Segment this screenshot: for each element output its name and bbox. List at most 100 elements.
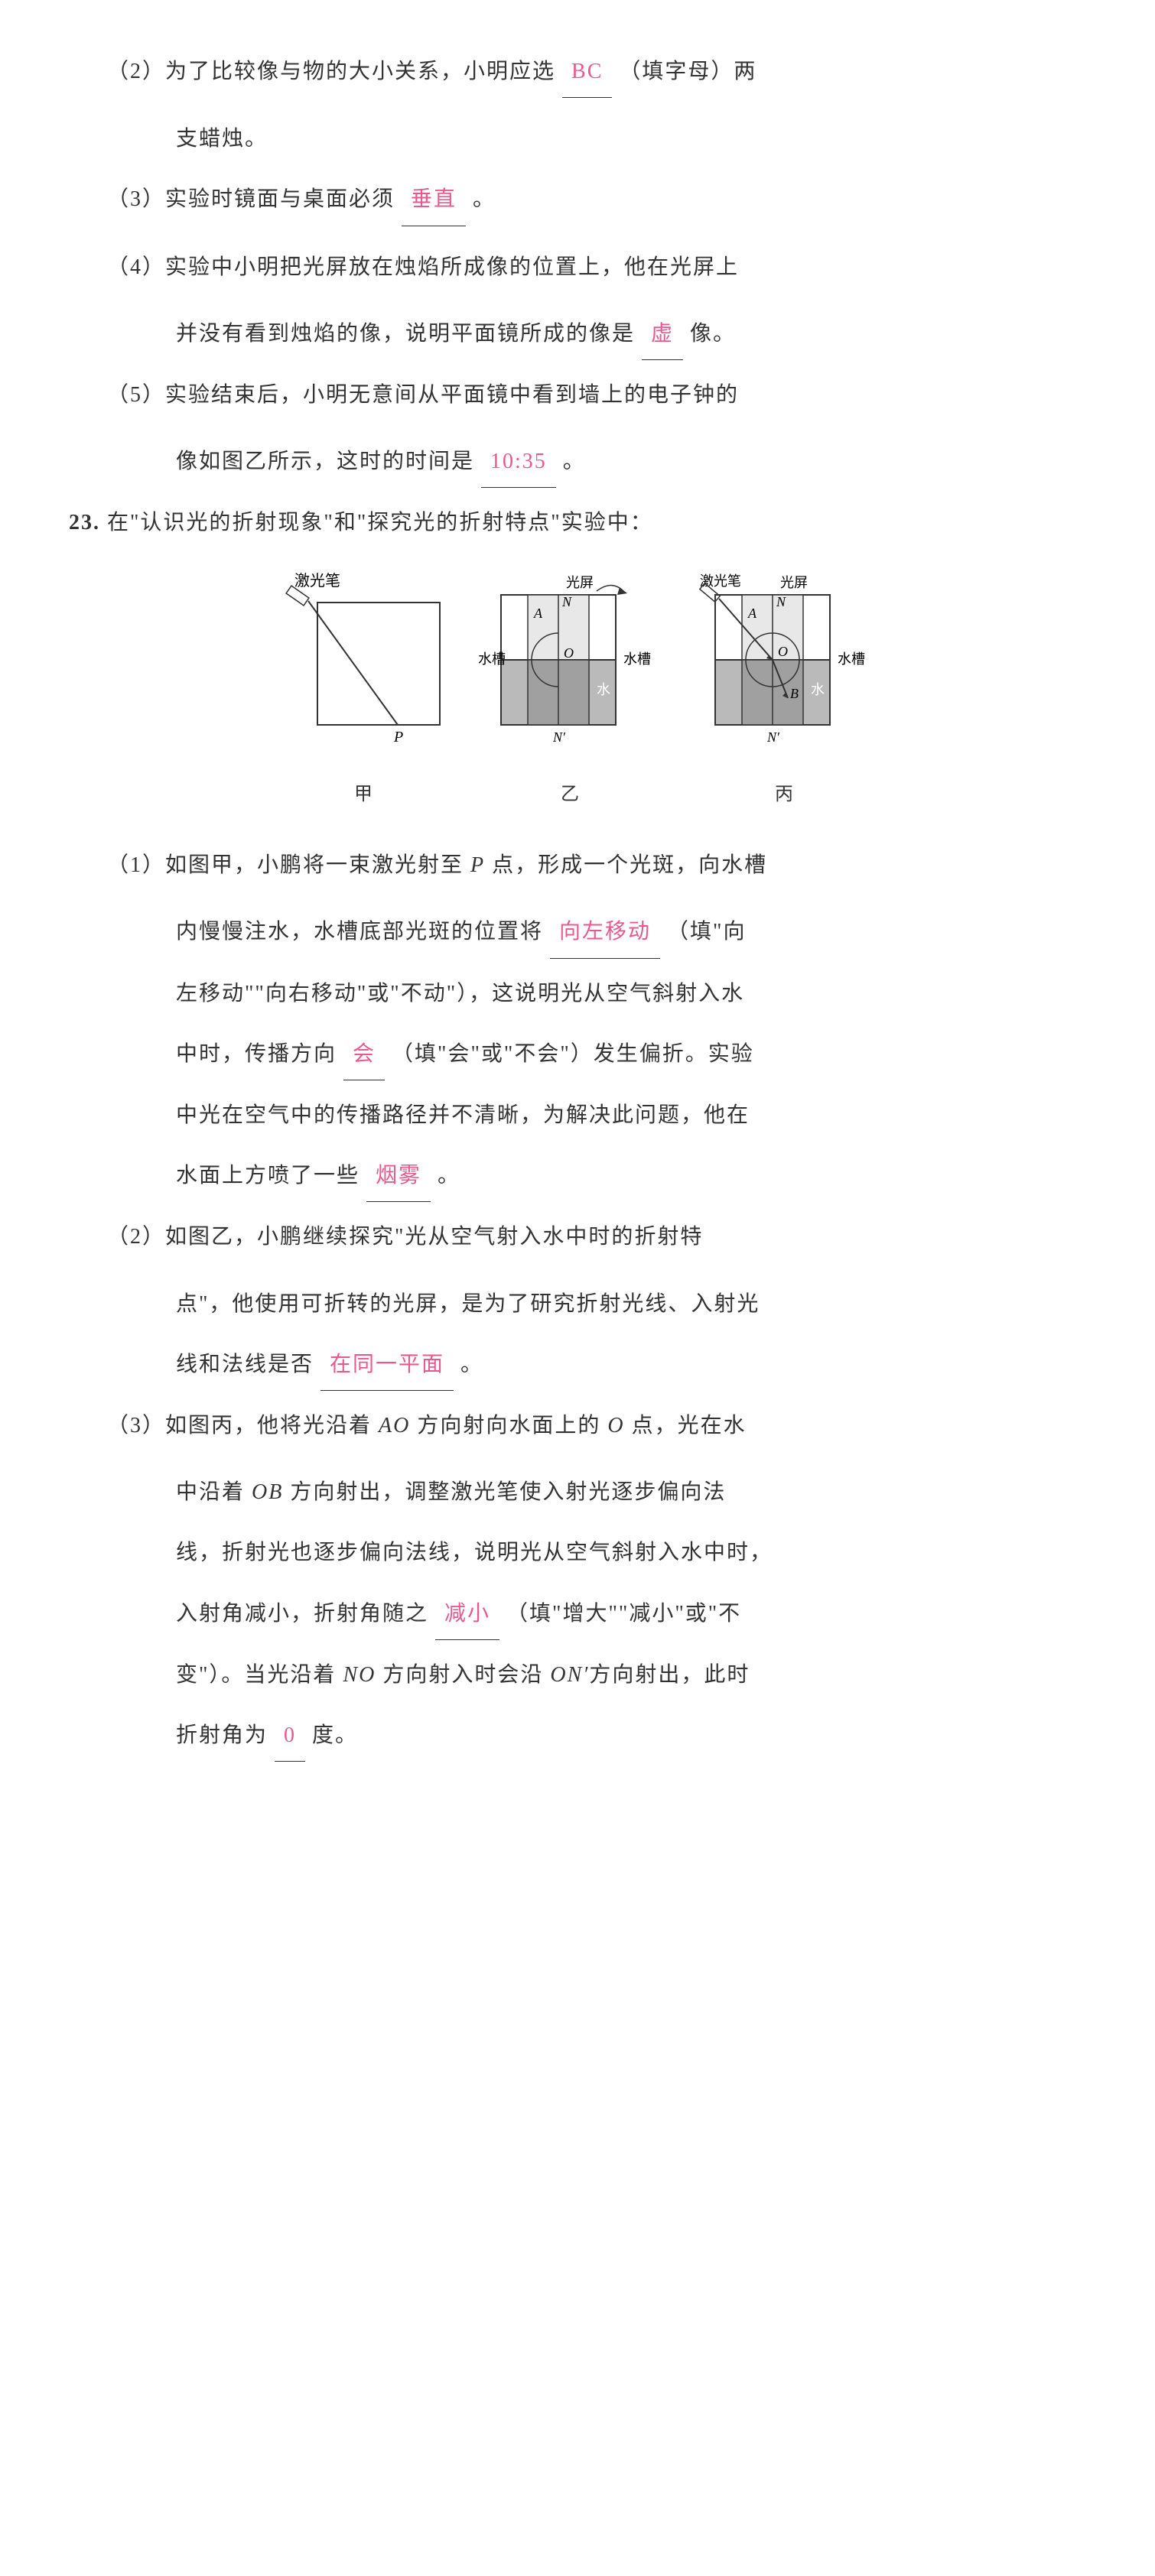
q22-item2-line2-text: 支蜡烛。 xyxy=(176,127,268,151)
q23-item3-line5-var1: NO xyxy=(343,1663,376,1687)
diagram-jia-svg: 激光笔 P xyxy=(279,572,447,748)
q23-item3-line5-prefix: 变"）。当光沿着 xyxy=(176,1663,343,1687)
q23-item1-line1: （1）如图甲，小鹏将一束激光射至 P 点，形成一个光斑，向水槽 xyxy=(107,840,1048,891)
q23-item1-line2-suffix: （填"向 xyxy=(667,920,746,944)
q23-item1-line1-prefix: （1）如图甲，小鹏将一束激光射至 xyxy=(107,853,470,877)
q23-item1-answer2: 会 xyxy=(343,1028,385,1080)
q23-item3-line5-suffix: 方向射出，此时 xyxy=(589,1663,750,1687)
q23-item2-line3-prefix: 线和法线是否 xyxy=(176,1353,314,1376)
jia-ray xyxy=(308,601,398,725)
q23-item2-line3: 线和法线是否 在同一平面 。 xyxy=(107,1339,1048,1391)
bing-laser-label: 激光笔 xyxy=(700,573,741,589)
q23-item3-line3: 线，折射光也逐步偏向法线，说明光从空气斜射入水中时， xyxy=(107,1527,1048,1578)
yi-arrow-head xyxy=(617,587,627,595)
yi-tank-label-right: 水槽 xyxy=(623,651,651,667)
bing-point-o: O xyxy=(778,644,788,659)
jia-point-p: P xyxy=(393,729,403,746)
q23-item3-line2: 中沿着 OB 方向射出，调整激光笔使入射光逐步偏向法 xyxy=(107,1467,1048,1518)
q22-item4-line2-suffix: 像。 xyxy=(690,322,736,346)
q23-item3-line1: （3）如图丙，他将光沿着 AO 方向射向水面上的 O 点，光在水 xyxy=(107,1400,1048,1451)
q23-item3-line1-var2: O xyxy=(607,1414,624,1437)
q23-item1-line5: 中光在空气中的传播路径并不清晰，为解决此问题，他在 xyxy=(107,1090,1048,1141)
q22-item5-line2-suffix: 。 xyxy=(563,450,586,473)
q22-item4-answer: 虚 xyxy=(642,308,683,360)
q22-item2-suffix1: （填字母）两 xyxy=(619,60,756,83)
q22-item5-line1: （5）实验结束后，小明无意间从平面镜中看到墙上的电子钟的 xyxy=(107,369,1048,421)
q23-item3-line2-suffix: 方向射出，调整激光笔使入射光逐步偏向法 xyxy=(283,1480,726,1504)
q23-item2-line2: 点"，他使用可折转的光屏，是为了研究折射光线、入射光 xyxy=(107,1278,1048,1330)
q23-item3-answer1: 减小 xyxy=(435,1588,499,1640)
q23-item1-line1-suffix: 点，形成一个光斑，向水槽 xyxy=(485,853,767,877)
yi-point-a: A xyxy=(533,606,543,621)
q23-item3-line6-prefix: 折射角为 xyxy=(176,1723,268,1747)
q23-item1-line5-text: 中光在空气中的传播路径并不清晰，为解决此问题，他在 xyxy=(176,1103,750,1127)
bing-tank-label-right: 水槽 xyxy=(838,651,865,667)
bing-water-label: 水 xyxy=(811,682,825,697)
jia-laser-label: 激光笔 xyxy=(294,572,340,590)
q23-item1-line2: 内慢慢注水，水槽底部光斑的位置将 向左移动 （填"向 xyxy=(107,906,1048,958)
q23-item2-line2-text: 点"，他使用可折转的光屏，是为了研究折射光线、入射光 xyxy=(176,1292,760,1316)
q22-item4-line1-text: （4）实验中小明把光屏放在烛焰所成像的位置上，他在光屏上 xyxy=(107,255,739,279)
q22-item3: （3）实验时镜面与桌面必须 垂直 。 xyxy=(107,174,1048,226)
yi-point-n-prime: N′ xyxy=(552,729,566,745)
bing-point-a: A xyxy=(747,606,757,621)
q22-item5-answer: 10:35 xyxy=(481,436,556,488)
q23-item2-line1: （2）如图乙，小鹏继续探究"光从空气射入水中时的折射特 xyxy=(107,1211,1048,1262)
q23-item3-line1-var1: AO xyxy=(379,1414,410,1437)
diagram-bing-svg: 激光笔 光屏 A N O B N′ 水 水槽 xyxy=(692,572,876,748)
yi-point-n: N xyxy=(561,594,572,609)
q22-item4-line2: 并没有看到烛焰的像，说明平面镜所成的像是 虚 像。 xyxy=(107,308,1048,360)
jia-tank xyxy=(317,603,440,725)
bing-point-n-prime: N′ xyxy=(766,729,780,745)
q22-item2: （2）为了比较像与物的大小关系，小明应选 BC （填字母）两 xyxy=(107,46,1048,98)
q22-item5-line2: 像如图乙所示，这时的时间是 10:35 。 xyxy=(107,436,1048,488)
yi-point-o: O xyxy=(564,645,574,661)
q23-item1-line1-var: P xyxy=(470,853,485,877)
q23-item3-line2-var: OB xyxy=(252,1480,283,1504)
q23-item1-line3-text: 左移动""向右移动"或"不动"），这说明光从空气斜射入水 xyxy=(176,982,744,1005)
q22-item2-prefix: （2）为了比较像与物的大小关系，小明应选 xyxy=(107,60,555,83)
q23-item2-answer: 在同一平面 xyxy=(320,1339,454,1391)
q23-item1-line4-prefix: 中时，传播方向 xyxy=(176,1042,337,1066)
q23-item1-line6-prefix: 水面上方喷了一些 xyxy=(176,1164,360,1187)
bing-point-b: B xyxy=(790,686,799,701)
q23-title-row: 23. 在"认识光的折射现象"和"探究光的折射特点"实验中： xyxy=(69,497,1048,548)
diagram-bing-caption: 丙 xyxy=(692,773,876,817)
q23-item3-line6-suffix: 度。 xyxy=(312,1723,358,1747)
diagram-yi-caption: 乙 xyxy=(478,773,662,817)
q23-item2-line3-suffix: 。 xyxy=(460,1353,483,1376)
q23-item3-line5-var2: ON′ xyxy=(550,1663,589,1687)
q23-item3-line2-prefix: 中沿着 xyxy=(176,1480,252,1504)
q22-item2-answer: BC xyxy=(562,46,612,98)
q22-item4-line1: （4）实验中小明把光屏放在烛焰所成像的位置上，他在光屏上 xyxy=(107,242,1048,293)
diagram-jia: 激光笔 P 甲 xyxy=(279,572,447,817)
q22-item5-line1-text: （5）实验结束后，小明无意间从平面镜中看到墙上的电子钟的 xyxy=(107,383,739,407)
q23-item3-line1-mid: 方向射向水面上的 xyxy=(410,1414,607,1437)
yi-screen-label: 光屏 xyxy=(566,575,594,590)
q23-diagrams: 激光笔 P 甲 光屏 A N O N′ 水槽 水 水槽 乙 xyxy=(107,572,1048,817)
q23-item1-answer3: 烟雾 xyxy=(366,1150,431,1202)
q23-item1-line6: 水面上方喷了一些 烟雾 。 xyxy=(107,1150,1048,1202)
diagram-yi: 光屏 A N O N′ 水槽 水 水槽 乙 xyxy=(478,572,662,817)
diagram-jia-caption: 甲 xyxy=(279,773,447,817)
q23-item1-line6-suffix: 。 xyxy=(438,1164,460,1187)
q22-item3-suffix: 。 xyxy=(473,187,496,211)
yi-water-label: 水 xyxy=(597,682,610,697)
q23-item3-line1-suffix: 点，光在水 xyxy=(625,1414,747,1437)
q23-item1-line4: 中时，传播方向 会 （填"会"或"不会"）发生偏折。实验 xyxy=(107,1028,1048,1080)
q23-item3-line6: 折射角为 0 度。 xyxy=(107,1710,1048,1762)
q23-item1-line4-suffix: （填"会"或"不会"）发生偏折。实验 xyxy=(392,1042,754,1066)
q22-item4-line2-prefix: 并没有看到烛焰的像，说明平面镜所成的像是 xyxy=(176,322,635,346)
q23-item3-line5: 变"）。当光沿着 NO 方向射入时会沿 ON′方向射出，此时 xyxy=(107,1649,1048,1701)
q22-item5-line2-prefix: 像如图乙所示，这时的时间是 xyxy=(176,450,474,473)
q22-item2-line2: 支蜡烛。 xyxy=(107,113,1048,164)
q23-item3-line4: 入射角减小，折射角随之 减小 （填"增大""减小"或"不 xyxy=(107,1588,1048,1640)
q23-item3-line4-suffix: （填"增大""减小"或"不 xyxy=(506,1602,741,1626)
diagram-bing: 激光笔 光屏 A N O B N′ 水 水槽 丙 xyxy=(692,572,876,817)
q23-title: 在"认识光的折射现象"和"探究光的折射特点"实验中： xyxy=(107,511,653,534)
q23-item1-answer1: 向左移动 xyxy=(550,906,660,958)
q23-item2-line1-text: （2）如图乙，小鹏继续探究"光从空气射入水中时的折射特 xyxy=(107,1225,703,1249)
q22-item3-answer: 垂直 xyxy=(402,174,466,226)
q23-item3-line5-mid: 方向射入时会沿 xyxy=(376,1663,550,1687)
q23-number: 23. xyxy=(69,511,100,534)
